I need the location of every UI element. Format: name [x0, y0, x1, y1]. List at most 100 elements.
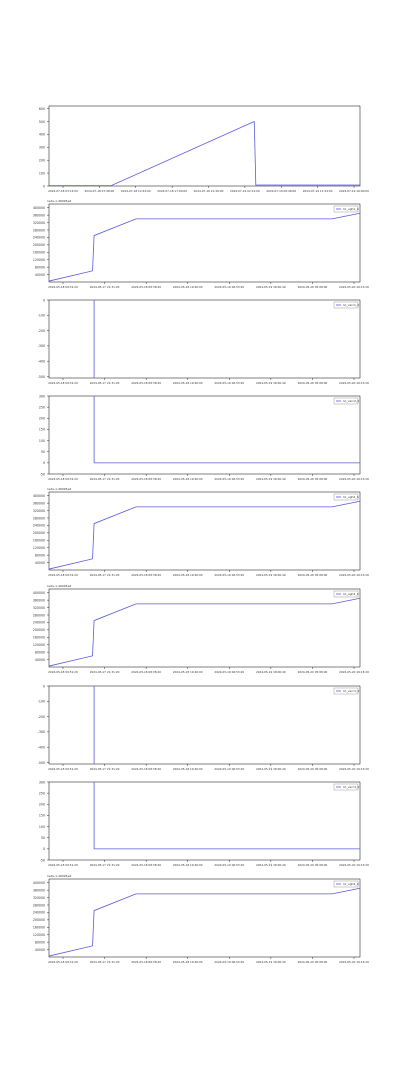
- y-tick-label: -50: [40, 858, 45, 862]
- y-tick-label: 300: [39, 780, 45, 784]
- x-tick-label: 2024-05-20 16:15:20: [339, 285, 369, 289]
- axes-frame: [48, 203, 361, 283]
- x-tick-label: 2024-05-18 19:46:00: [173, 477, 203, 481]
- x-tick-label: 2024-05-18 08:38:40: [131, 285, 161, 289]
- x-tick-label: 2024-05-18 09:51:20: [48, 767, 78, 771]
- x-tick-label: 2024-07-18 21:36:00: [194, 189, 224, 193]
- y-tick-label: 320000: [33, 221, 45, 225]
- x-tick-label: 2024-05-17 21:31:20: [90, 285, 120, 289]
- x-tick-label: 2024-05-19 06:53:20: [214, 670, 244, 674]
- x-tick-label: 2024-07-19 02:12:00: [230, 189, 260, 193]
- y-tick-label: 80000: [35, 650, 45, 654]
- x-tick-label: 2024-05-18 08:38:40: [131, 381, 161, 385]
- axes-frame: [48, 588, 361, 668]
- x-tick-label: 2024-05-20 05:08:00: [298, 573, 328, 577]
- x-tick-label: 2024-05-18 19:46:00: [173, 863, 203, 867]
- y-tick-label: 320000: [33, 606, 45, 610]
- y-tick-label: -400: [38, 745, 45, 749]
- x-tick-label: 2024-07-18 17:00:00: [157, 189, 187, 193]
- legend: lcl_vsrc3_0: [333, 687, 359, 695]
- x-tick-label: 2024-05-18 19:46:00: [173, 573, 203, 577]
- y-tick-label: 400: [39, 133, 45, 137]
- legend-box: [333, 687, 359, 695]
- chart-panel-8: -50 0 50 100 150 200 250 300 2024-05-18 09:51:20…: [39, 780, 369, 867]
- y-tick-label: 280000: [33, 516, 45, 520]
- axes-frame: [48, 685, 361, 765]
- x-tick-label: 2024-05-20 16:15:20: [339, 477, 369, 481]
- y-tick-label: 250: [39, 405, 45, 409]
- x-tick-label: 2024-05-20 16:15:20: [339, 381, 369, 385]
- legend-box: [333, 397, 359, 405]
- y-tick-label: 200000: [33, 531, 45, 535]
- x-tick-label: 2024-05-18 09:51:20: [48, 670, 78, 674]
- x-tick-label: 2024-05-20 05:08:00: [298, 960, 328, 964]
- x-tick-label: 2024-05-17 21:31:20: [90, 381, 120, 385]
- y-tick-label: 50: [41, 450, 45, 454]
- y-tick-label: 200000: [33, 918, 45, 922]
- y-tick-label: 40000: [35, 273, 45, 277]
- y-tick-label: 100: [39, 825, 45, 829]
- x-tick-label: 2024-05-20 05:08:00: [298, 477, 328, 481]
- axis-offset-text: 1e9+1.46005e4: [47, 199, 71, 203]
- y-tick-label: -500: [38, 761, 45, 765]
- legend-label: lcl_vgh3_0: [343, 592, 359, 596]
- y-tick-label: 280000: [33, 228, 45, 232]
- x-tick-label: 2024-07-19 11:24:00: [303, 189, 333, 193]
- y-tick-label: 0: [43, 847, 45, 851]
- x-tick-label: 2024-05-20 05:08:00: [298, 767, 328, 771]
- y-tick-label: 100: [39, 171, 45, 175]
- x-tick-label: 2024-05-19 18:00:40: [256, 381, 286, 385]
- x-tick-label: 2024-05-20 16:15:20: [339, 960, 369, 964]
- y-tick-label: 200000: [33, 628, 45, 632]
- y-tick-label: 160000: [33, 539, 45, 543]
- x-tick-label: 2024-05-17 21:31:20: [90, 573, 120, 577]
- y-tick-label: 100: [39, 439, 45, 443]
- x-tick-label: 2024-05-19 18:00:40: [256, 960, 286, 964]
- x-tick-label: 2024-05-20 16:15:20: [339, 767, 369, 771]
- y-tick-label: 360000: [33, 213, 45, 217]
- y-tick-label: 500: [39, 120, 45, 124]
- y-tick-label: 40000: [35, 658, 45, 662]
- legend-label: lcl_vsrc1_0: [343, 303, 359, 307]
- x-tick-label: 2024-05-17 21:31:20: [90, 670, 120, 674]
- axes-frame: [48, 878, 361, 958]
- axis-offset-text: 1e9+1.46005e4: [47, 874, 71, 878]
- x-tick-label: 2024-05-20 05:08:00: [298, 285, 328, 289]
- x-tick-label: 2024-05-19 06:53:20: [214, 381, 244, 385]
- x-tick-label: 2024-05-18 09:51:20: [48, 573, 78, 577]
- chart-panel-5: 40000 80000 120000 160000 200000 240000 280000…: [33, 487, 369, 577]
- x-tick-label: 2024-05-18 09:51:20: [48, 960, 78, 964]
- chart-panel-6: 40000 80000 120000 160000 200000 240000 280000…: [33, 584, 369, 674]
- y-tick-label: 400000: [33, 206, 45, 210]
- axes-frame: [48, 299, 361, 379]
- legend-label: lcl_vgh1_0: [343, 207, 359, 211]
- x-tick-label: 2024-05-20 05:08:00: [298, 381, 328, 385]
- y-tick-label: 300: [39, 146, 45, 150]
- legend-box: [333, 205, 359, 213]
- y-tick-label: 160000: [33, 926, 45, 930]
- y-tick-label: 80000: [35, 553, 45, 557]
- x-tick-label: 2024-07-18 12:24:00: [121, 189, 151, 193]
- x-tick-label: 2024-05-19 18:00:40: [256, 670, 286, 674]
- x-tick-label: 2024-05-18 09:51:20: [48, 285, 78, 289]
- y-tick-label: 80000: [35, 940, 45, 944]
- chart-panel-1: 0 100 200 300 400 500 600 2024-07-18 03:12:00 20…: [39, 105, 369, 193]
- y-tick-label: 240000: [33, 524, 45, 528]
- axis-offset-text: 1e9+1.46005e4: [47, 487, 71, 491]
- x-tick-label: 2024-05-19 06:53:20: [214, 285, 244, 289]
- axes-frame: [48, 491, 361, 571]
- y-tick-label: -50: [40, 472, 45, 476]
- y-tick-label: 200: [39, 417, 45, 421]
- y-tick-label: 360000: [33, 598, 45, 602]
- y-tick-label: -400: [38, 359, 45, 363]
- chart-panel-2: 40000 80000 120000 160000 200000 240000 280000…: [33, 199, 369, 289]
- x-tick-label: 2024-05-19 18:00:40: [256, 863, 286, 867]
- y-tick-label: -200: [38, 329, 45, 333]
- series-line-1: [48, 597, 361, 667]
- y-tick-label: 50: [41, 836, 45, 840]
- legend-label: lcl_vsrc2_0: [343, 399, 359, 403]
- x-tick-label: 2024-05-18 09:51:20: [48, 381, 78, 385]
- x-tick-label: 2024-07-18 03:12:00: [48, 189, 78, 193]
